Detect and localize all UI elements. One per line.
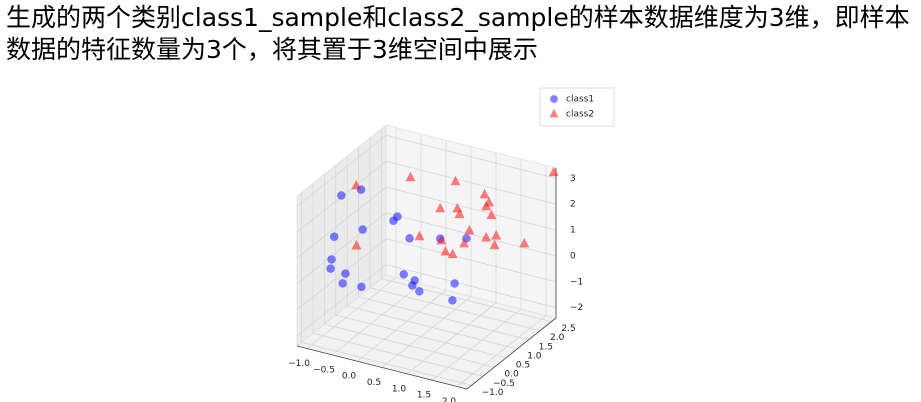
x-tick-label: −1.0 [288, 359, 310, 369]
legend-box [539, 87, 615, 127]
y-tick-label: 0.5 [516, 361, 530, 371]
x-tick-label: 2.0 [442, 397, 457, 402]
grid-line [385, 238, 557, 283]
point [415, 287, 424, 296]
axis-line [296, 345, 468, 390]
point [341, 269, 350, 278]
x-tick-label: 0.5 [367, 378, 381, 388]
point [405, 171, 416, 182]
grid-line [312, 332, 484, 377]
grid-line [335, 314, 506, 359]
grid-line [456, 315, 547, 387]
point [357, 282, 366, 292]
grid-line [296, 186, 387, 259]
point [436, 234, 447, 245]
point [450, 175, 461, 186]
grid-line [385, 212, 557, 257]
grid-line [381, 296, 472, 368]
point [479, 188, 490, 199]
point [519, 237, 530, 248]
point [548, 166, 559, 177]
point [399, 270, 409, 279]
point [405, 234, 414, 243]
point [448, 296, 457, 305]
grid-line [347, 305, 518, 350]
grid-line [331, 283, 422, 356]
point [454, 208, 465, 219]
point [351, 239, 362, 250]
y-tick-label: 2.5 [561, 324, 575, 334]
point [326, 264, 335, 273]
point [408, 281, 417, 290]
point [459, 237, 470, 248]
y-tick-label: 0.0 [504, 370, 519, 380]
grid-line [358, 296, 529, 341]
grid-line [356, 289, 447, 362]
grid-line [301, 342, 472, 386]
z-tick-label: 0 [570, 251, 576, 261]
y-tick-label: −1.0 [482, 388, 504, 398]
grid-line [385, 186, 557, 231]
point [327, 255, 336, 264]
legend-label: class1 [566, 95, 594, 105]
point [338, 279, 347, 288]
grid-line [296, 264, 387, 336]
point [486, 209, 497, 220]
legend-marker [550, 95, 558, 103]
grid-line [296, 135, 387, 207]
y-tick-label: 2.0 [550, 333, 565, 343]
grid-line [385, 135, 557, 179]
grid-line [324, 323, 495, 368]
point [481, 200, 492, 211]
point [481, 231, 492, 242]
x-tick-label: 0.0 [342, 372, 357, 382]
point [337, 191, 346, 200]
point [464, 224, 475, 235]
point [489, 239, 500, 250]
legend-label: class2 [566, 110, 594, 120]
grid-line [431, 308, 522, 381]
grid-line [306, 277, 397, 349]
axis-line [466, 317, 557, 390]
point [414, 230, 425, 241]
z-tick-label: −1 [570, 277, 583, 287]
y-tick-label: 1.5 [539, 342, 553, 352]
z-tick-label: 1 [570, 226, 576, 236]
y-tick-label: 1.0 [527, 351, 542, 361]
x-tick-label: −0.5 [313, 365, 335, 375]
point [351, 179, 362, 190]
legend-marker [549, 108, 559, 118]
point [358, 225, 367, 234]
grid-line [369, 287, 541, 332]
point [393, 212, 402, 221]
grid-line [296, 212, 387, 285]
point [447, 248, 458, 259]
point [329, 232, 339, 241]
grid-line [385, 160, 557, 205]
z-tick-label: 3 [570, 174, 576, 184]
point [450, 279, 459, 288]
point [435, 202, 446, 213]
y-tick-label: −0.5 [493, 379, 515, 389]
grid-line [406, 302, 497, 375]
point [491, 229, 502, 240]
x-tick-label: 1.5 [417, 391, 431, 401]
x-tick-label: 1.0 [392, 384, 407, 394]
heading: 生成的两个类别class1_sample和class2_sample的样本数据维… [6, 3, 910, 64]
z-tick-label: 2 [570, 200, 576, 210]
point [440, 245, 451, 256]
z-tick-label: −2 [570, 303, 583, 313]
grid-line [385, 264, 557, 308]
